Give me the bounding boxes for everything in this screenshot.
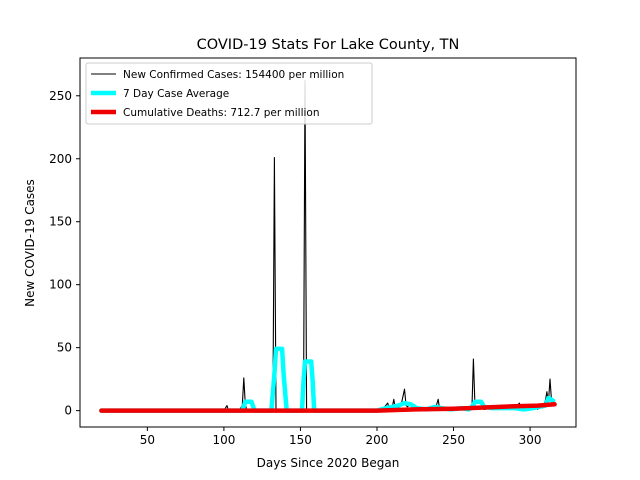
y-tick-label: 250 xyxy=(49,89,72,103)
legend-box xyxy=(85,62,373,125)
legend-label: Cumulative Deaths: 712.7 per million xyxy=(123,107,320,119)
x-tick-label: 250 xyxy=(442,433,465,447)
x-tick-label: 100 xyxy=(212,433,235,447)
y-tick-label: 100 xyxy=(49,278,72,292)
x-axis-label: Days Since 2020 Began xyxy=(257,456,400,470)
x-tick-label: 150 xyxy=(289,433,312,447)
series-line-cumulative-deaths-712-7-per-million xyxy=(99,402,557,413)
legend-label: 7 Day Case Average xyxy=(123,88,229,100)
x-tick-label: 50 xyxy=(140,433,155,447)
legend: New Confirmed Cases: 154400 per million 7… xyxy=(85,62,373,125)
legend-label: New Confirmed Cases: 154400 per million xyxy=(123,69,344,81)
y-tick-label: 200 xyxy=(49,152,72,166)
x-tick-label: 200 xyxy=(366,433,389,447)
x-axis: 50 100 150 200 250 300 xyxy=(140,427,542,447)
plot-area xyxy=(79,57,577,428)
y-tick-label: 0 xyxy=(64,404,72,418)
y-tick-label: 150 xyxy=(49,215,72,229)
y-axis-label: New COVID-19 Cases xyxy=(23,179,37,307)
y-tick-label: 50 xyxy=(57,341,72,355)
x-tick-label: 300 xyxy=(519,433,542,447)
y-axis: 0 50 100 150 200 250 xyxy=(49,89,80,418)
plot-frame xyxy=(79,57,577,428)
chart-title: COVID-19 Stats For Lake County, TN xyxy=(197,37,460,53)
